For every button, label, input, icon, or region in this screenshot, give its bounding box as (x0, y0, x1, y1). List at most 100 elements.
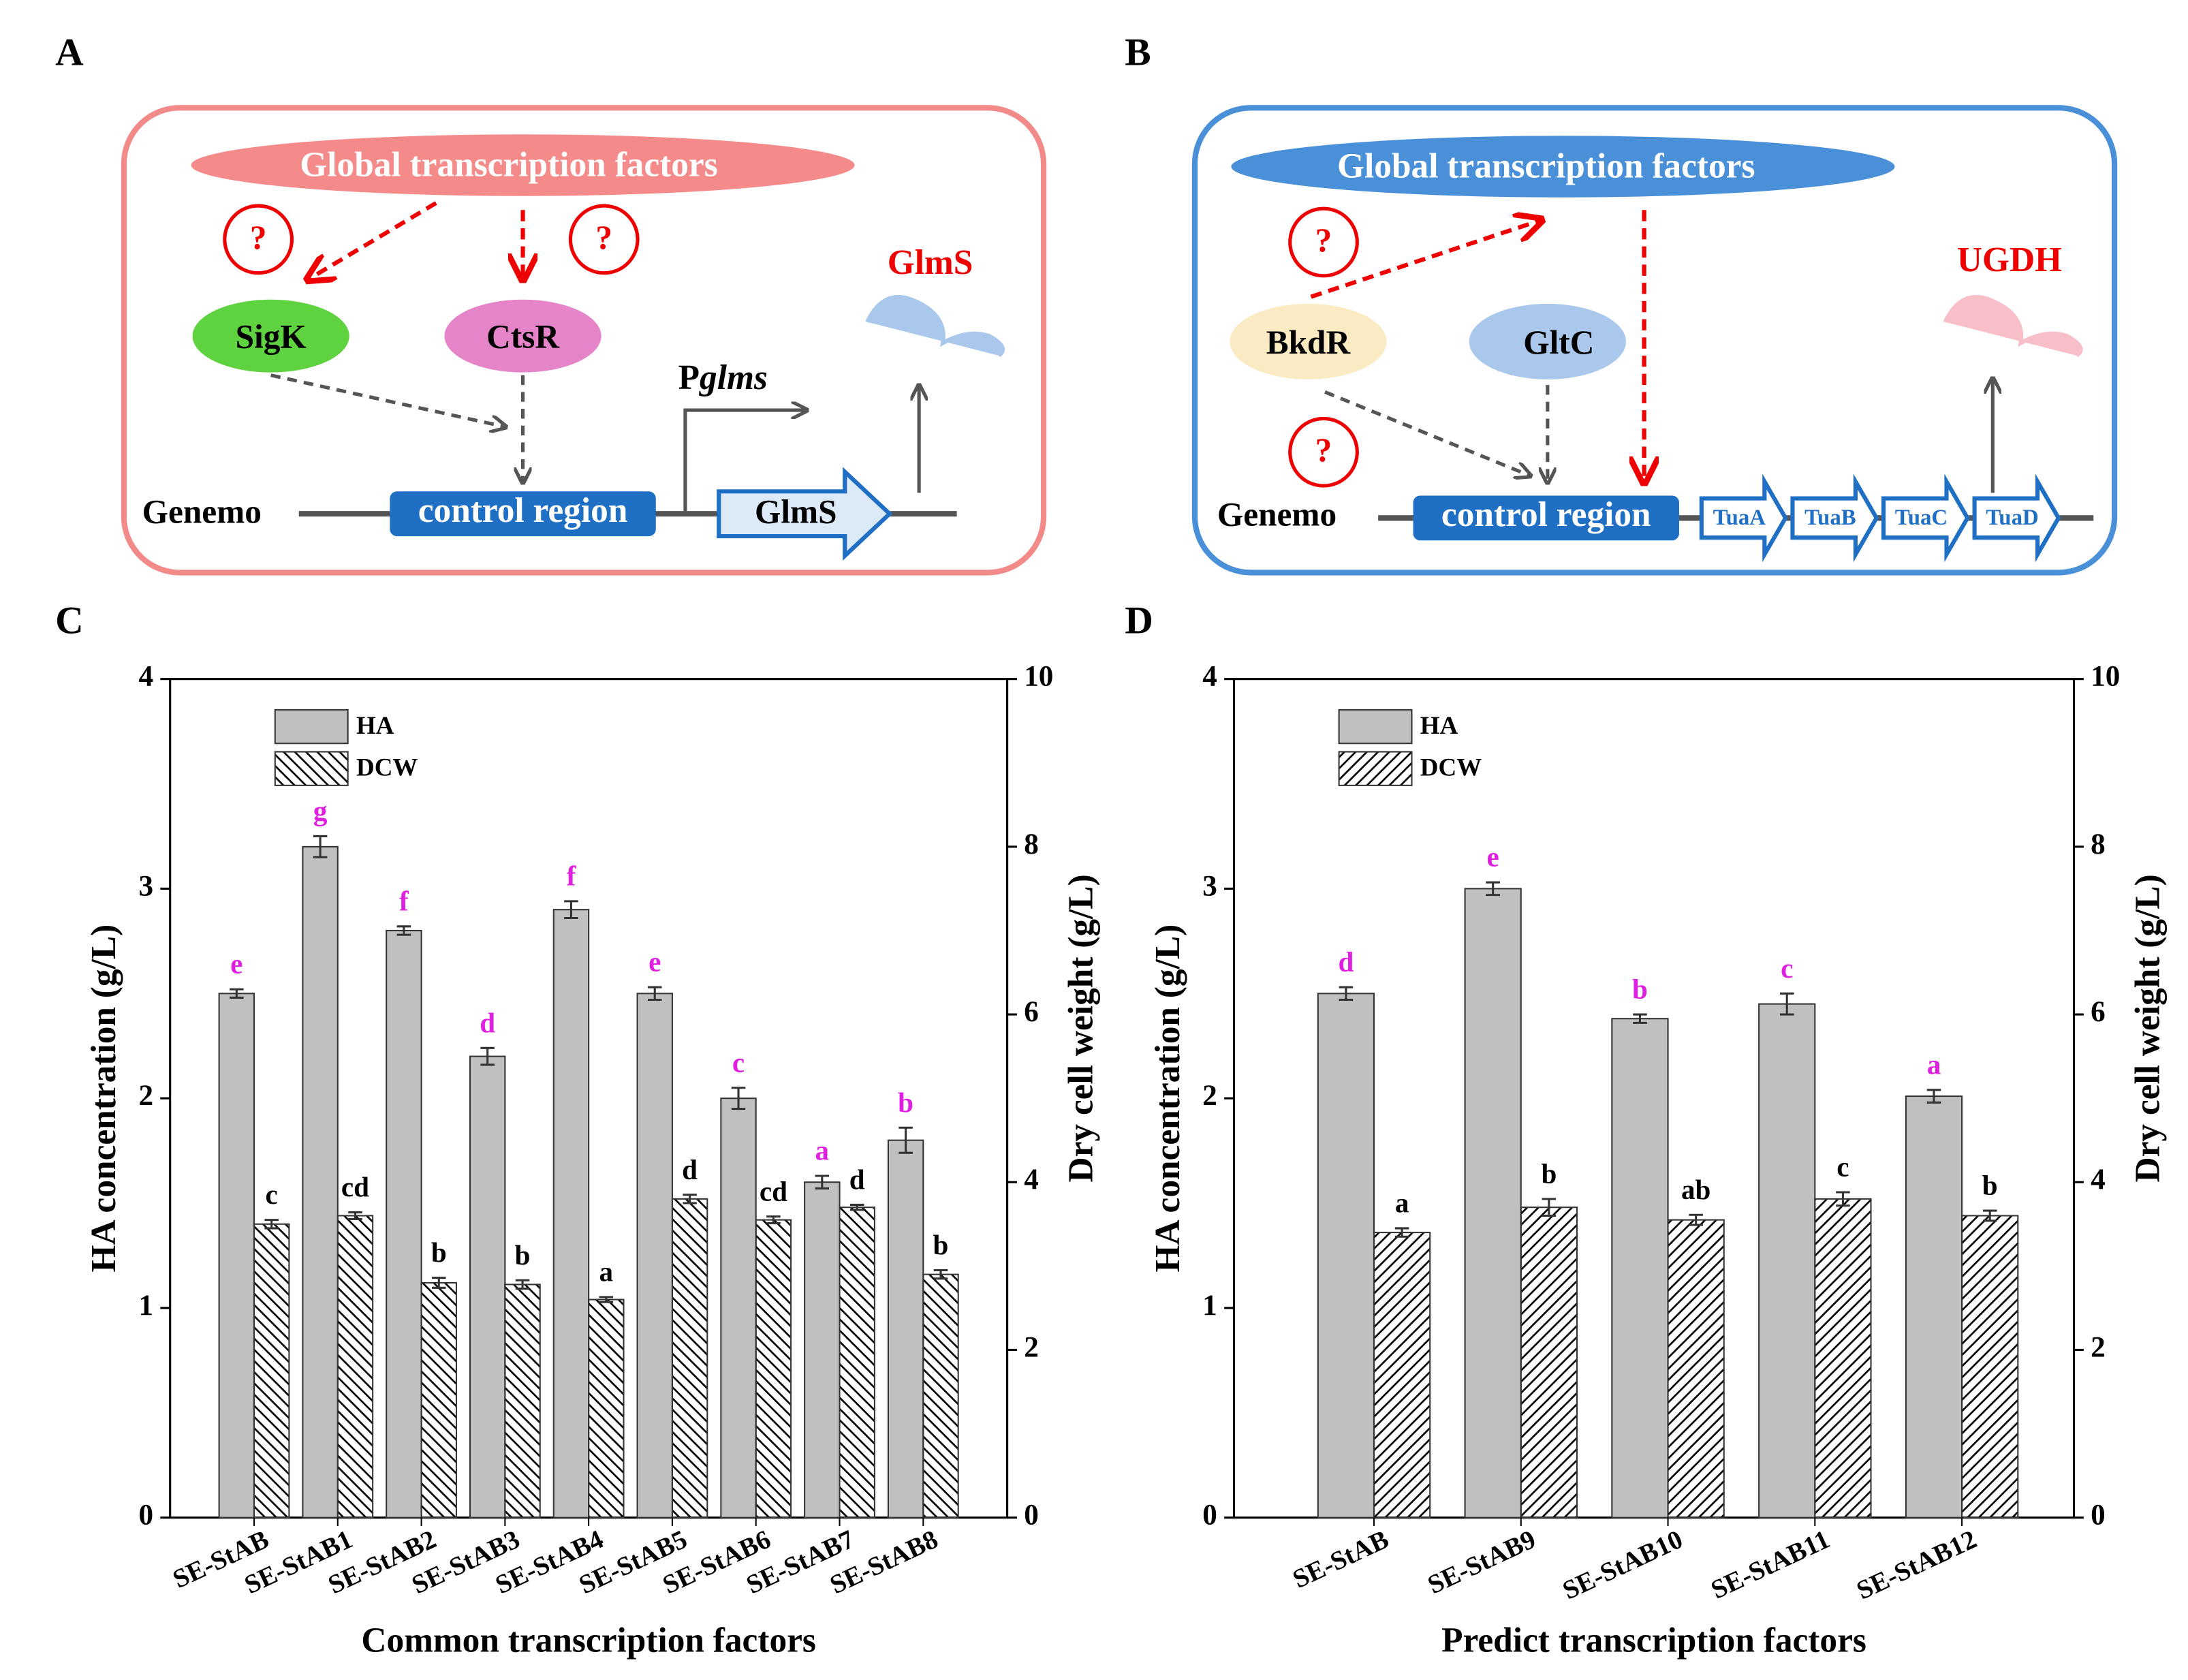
cloud (191, 134, 855, 196)
y-tick-label: 3 (1202, 870, 1217, 902)
significance-label: b (933, 1229, 949, 1260)
promoter-name: glms (699, 358, 768, 397)
bar (253, 1223, 290, 1519)
control-box (390, 491, 656, 537)
significance-label: f (399, 885, 409, 916)
cloud (444, 299, 601, 373)
product: GlmS (888, 243, 973, 282)
legend-swatch (274, 709, 349, 745)
promoter: Pglms (678, 358, 768, 397)
error-bar (731, 1087, 746, 1110)
error-bar (431, 1277, 446, 1289)
error-bar (1394, 1227, 1409, 1238)
significance-label: a (599, 1256, 614, 1287)
bar (420, 1281, 457, 1519)
bar (552, 909, 590, 1519)
y2-tick-label: 10 (2091, 661, 2120, 693)
x-tick-label: SE-StAB12 (1852, 1525, 1981, 1606)
control-label: control region (418, 491, 628, 530)
legend-swatch (274, 751, 349, 786)
gene-arrow (1972, 473, 2061, 563)
significance-label: a (1927, 1048, 1941, 1080)
y2-tick-label: 2 (2091, 1331, 2106, 1363)
chart: 0 1 2 3 4 0 2 4 6 8 10 HA concentration (g/L) Dry ce… (84, 661, 1100, 1660)
y2-tick-label: 4 (2091, 1164, 2106, 1196)
error-bar (1486, 881, 1500, 897)
panel-label: C (55, 600, 84, 642)
bar (1520, 1207, 1578, 1519)
bar (1317, 993, 1375, 1519)
significance-label: e (648, 946, 661, 978)
error-bar (230, 988, 244, 999)
x-axis-label: Common transcription factors (361, 1621, 816, 1660)
bar (1905, 1095, 1963, 1519)
y2-tick-label: 0 (1024, 1499, 1039, 1531)
question: ? (250, 219, 267, 256)
x-tick-label: SE-StAB11 (1706, 1525, 1834, 1605)
cloud (1230, 303, 1387, 379)
y-tick-label: 2 (138, 1080, 153, 1112)
significance-label: b (1632, 974, 1648, 1005)
significance-label: cd (341, 1171, 369, 1202)
gene: TuaC (1895, 505, 1948, 530)
bar (1961, 1215, 2019, 1519)
panel-label: B (1125, 31, 1151, 74)
legend-label: DCW (356, 754, 418, 782)
bar (1814, 1198, 1872, 1519)
arrow (307, 201, 437, 280)
error-bar (1633, 1013, 1647, 1024)
chart: 0 1 2 3 4 0 2 4 6 8 10 HA concentration (g/L) Dry ce… (1148, 661, 2167, 1660)
gene-arrow (717, 467, 893, 561)
question-circle (568, 204, 640, 275)
bar (1758, 1003, 1816, 1519)
y2-tick-label: 0 (2091, 1499, 2106, 1531)
bar (755, 1219, 792, 1519)
significance-label: b (1541, 1157, 1557, 1189)
significance-label: c (1837, 1151, 1849, 1183)
y-tick-label: 0 (1202, 1499, 1217, 1531)
y-tick-label: 4 (138, 661, 153, 693)
y2-tick-label: 10 (1024, 661, 1053, 693)
error-bar (898, 1126, 913, 1154)
legend-label: HA (356, 712, 394, 740)
significance-label: b (431, 1236, 447, 1268)
control-label: control region (1441, 495, 1651, 534)
y-tick-label: 0 (138, 1499, 153, 1531)
question: ? (1315, 431, 1332, 469)
bar (804, 1181, 841, 1519)
bar (218, 993, 255, 1519)
question-circle (1288, 416, 1359, 488)
gene: GlmS (755, 493, 837, 531)
bar (469, 1055, 506, 1519)
significance-label: e (1487, 841, 1499, 873)
gene-arrow (1881, 473, 1970, 563)
factor: SigK (236, 318, 307, 356)
error-bar (264, 1219, 279, 1230)
enzyme-icon (865, 294, 1005, 358)
y-axis-label: HA concentration (g/L) (84, 924, 123, 1273)
frame (121, 105, 1047, 576)
y2-axis-label: Dry cell weight (g/L) (2128, 874, 2167, 1182)
error-bar (1836, 1191, 1850, 1207)
bar (337, 1215, 374, 1519)
bar (1373, 1232, 1431, 1519)
significance-label: g (313, 795, 328, 826)
significance-label: a (815, 1135, 830, 1166)
significance-label: a (1395, 1187, 1409, 1219)
y2-tick-label: 4 (1024, 1164, 1039, 1196)
significance-label: c (1781, 952, 1793, 984)
x-tick-label: SE-StAB9 (1423, 1525, 1540, 1600)
error-bar (313, 835, 328, 858)
significance-label: d (849, 1164, 865, 1195)
error-bar (348, 1211, 362, 1220)
error-bar (849, 1203, 864, 1211)
significance-label: c (732, 1046, 745, 1078)
error-bar (647, 986, 662, 1001)
gene: TuaB (1804, 505, 1856, 530)
bar (922, 1273, 959, 1519)
y-tick-label: 2 (1202, 1080, 1217, 1112)
error-bar (480, 1046, 495, 1066)
y-tick-label: 4 (1202, 661, 1217, 693)
bar (636, 993, 673, 1519)
